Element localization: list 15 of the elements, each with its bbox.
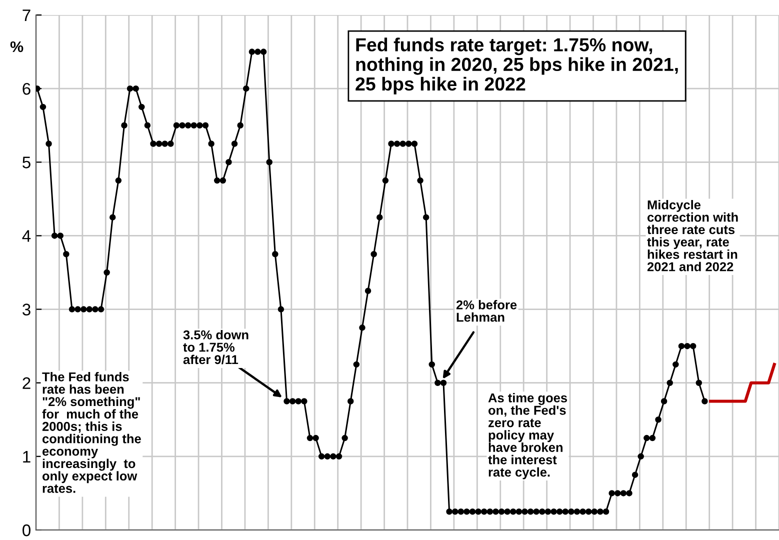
y-tick-label: 4: [22, 230, 31, 242]
y-tick-label: 0: [22, 524, 30, 536]
y-tick-label: 7: [22, 10, 30, 22]
y-tick-label: 5: [22, 156, 30, 168]
annotation: 2% before Lehman: [456, 300, 517, 322]
text: Fed funds rate target: 1.75% now, nothing in 2020, 25 bps hike in 2021, 25 bps hike in 2022: [356, 38, 678, 94]
text: The Fed funds rate has been "2% something" for much of the 2000s; this is conditioning the economy increasingly to only expect low rates.: [42, 372, 141, 493]
annotation: As time goes on, the Fed's zero rate policy may have broken the interest rate cycle.: [488, 393, 568, 480]
y-axis-title: %: [10, 41, 24, 52]
y-tick-label: 1: [23, 451, 30, 462]
annotation: 3.5% down to 1.75% after 9/11: [183, 330, 248, 364]
annotation: Midcycle correction with three rate cuts this year, rate hikes restart in 2021 and 2022: [647, 200, 738, 272]
y-tick-label: 2: [22, 377, 30, 389]
y-tick-label: 6: [22, 82, 30, 95]
y-tick-label: 3: [22, 304, 30, 316]
